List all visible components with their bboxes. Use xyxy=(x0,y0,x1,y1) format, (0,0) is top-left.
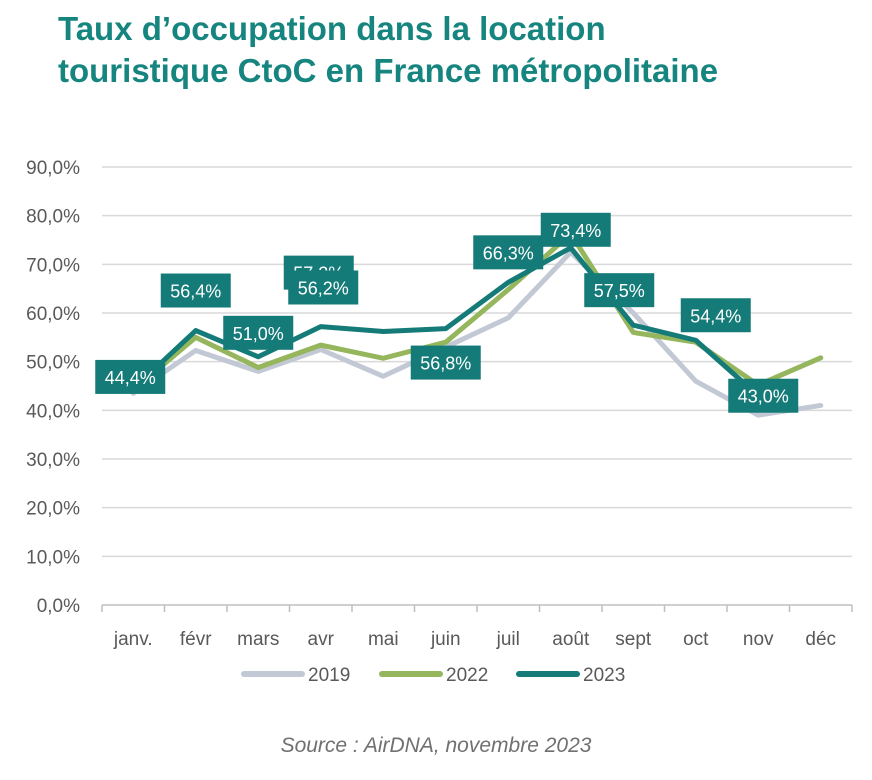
data-label-box xyxy=(223,315,294,350)
data-label: 51,0% xyxy=(233,324,284,344)
data-label: 54,4% xyxy=(690,306,741,326)
data-label: 56,4% xyxy=(170,282,221,302)
x-tick-label: févr xyxy=(180,629,212,650)
data-label-box xyxy=(680,298,751,333)
y-tick-label: 80,0% xyxy=(26,207,80,228)
x-tick-label: août xyxy=(552,629,590,650)
data-label-box xyxy=(288,270,359,305)
data-label-box xyxy=(160,273,231,308)
x-tick-label: sept xyxy=(615,629,652,650)
data-label-box xyxy=(95,359,166,394)
legend-label: 2019 xyxy=(308,665,350,686)
y-tick-label: 30,0% xyxy=(26,450,80,471)
data-label: 56,2% xyxy=(298,278,349,298)
title-line-2: touristique CtoC en France métropolitain… xyxy=(58,52,719,89)
data-label-box xyxy=(540,212,611,247)
legend-label: 2022 xyxy=(446,665,488,686)
series-line-2019 xyxy=(130,249,824,418)
y-tick-label: 70,0% xyxy=(26,255,80,276)
data-label: 57,5% xyxy=(594,281,645,301)
data-label: 44,4% xyxy=(105,368,156,388)
x-tick-label: nov xyxy=(743,629,774,650)
y-tick-label: 90,0% xyxy=(26,158,80,179)
y-tick-label: 60,0% xyxy=(26,304,80,325)
y-tick-label: 10,0% xyxy=(26,547,80,568)
x-tick-label: déc xyxy=(805,629,836,650)
source-note: Source : AirDNA, novembre 2023 xyxy=(280,734,592,757)
data-label: 73,4% xyxy=(550,221,601,241)
legend-label: 2023 xyxy=(583,665,625,686)
x-tick-label: juil xyxy=(496,629,520,650)
x-tick-label: mai xyxy=(368,629,399,650)
y-tick-label: 40,0% xyxy=(26,401,80,422)
title-line-1: Taux d’occupation dans la location xyxy=(58,10,606,47)
x-tick-label: janv. xyxy=(113,629,153,650)
data-label: 66,3% xyxy=(483,243,534,263)
data-label-box xyxy=(473,235,544,270)
chart-title: Taux d’occupation dans la location touri… xyxy=(58,8,858,92)
y-tick-label: 50,0% xyxy=(26,353,80,374)
x-tick-label: mars xyxy=(237,629,279,650)
x-tick-label: avr xyxy=(308,629,335,650)
y-tick-label: 20,0% xyxy=(26,499,80,520)
line-chart: 0,0% 10,0% 20,0% 30,0% 40,0% 50,0% 60,0% 70,0% 8… xyxy=(26,158,853,686)
data-label-box xyxy=(410,345,481,380)
data-label: 56,8% xyxy=(420,354,471,374)
data-label-box xyxy=(728,378,799,413)
data-label: 43,0% xyxy=(738,387,789,407)
x-tick-label: oct xyxy=(683,629,709,650)
y-tick-label: 0,0% xyxy=(37,596,80,617)
x-tick-label: juin xyxy=(430,629,461,650)
data-label-box xyxy=(584,273,655,308)
